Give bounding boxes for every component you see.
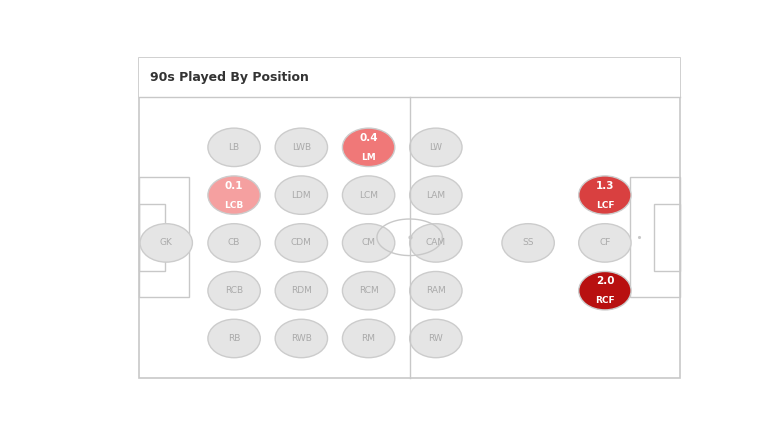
Text: RM: RM (362, 334, 376, 343)
Text: 90s Played By Position: 90s Played By Position (150, 71, 309, 84)
Text: CF: CF (599, 238, 611, 248)
Text: 1.3: 1.3 (596, 181, 614, 191)
Ellipse shape (140, 224, 193, 262)
Bar (139, 178, 190, 297)
Text: RWB: RWB (291, 334, 312, 343)
Ellipse shape (343, 224, 395, 262)
Text: RDM: RDM (291, 286, 312, 295)
Text: CB: CB (228, 238, 240, 248)
Text: 0.1: 0.1 (225, 181, 243, 191)
Text: RB: RB (228, 334, 240, 343)
Text: SS: SS (522, 238, 534, 248)
Ellipse shape (275, 224, 327, 262)
FancyBboxPatch shape (139, 58, 680, 378)
Ellipse shape (275, 319, 327, 358)
Ellipse shape (409, 224, 462, 262)
Ellipse shape (409, 319, 462, 358)
Bar (139, 58, 680, 97)
Ellipse shape (208, 224, 260, 262)
Ellipse shape (343, 176, 395, 214)
Ellipse shape (275, 271, 327, 310)
Ellipse shape (409, 271, 462, 310)
Bar (654, 204, 680, 270)
Text: LAM: LAM (426, 191, 445, 200)
Text: CDM: CDM (291, 238, 312, 248)
Ellipse shape (208, 319, 260, 358)
Text: 0.4: 0.4 (359, 133, 378, 143)
Ellipse shape (275, 128, 327, 167)
Ellipse shape (579, 224, 631, 262)
Ellipse shape (409, 176, 462, 214)
Text: LDM: LDM (292, 191, 311, 200)
Ellipse shape (502, 224, 554, 262)
Text: LM: LM (361, 153, 376, 162)
Text: RCM: RCM (359, 286, 379, 295)
Ellipse shape (343, 319, 395, 358)
Text: RCB: RCB (225, 286, 243, 295)
Text: RCF: RCF (595, 296, 614, 305)
Text: CM: CM (362, 238, 376, 248)
Text: RW: RW (429, 334, 443, 343)
Bar (139, 204, 165, 270)
Ellipse shape (579, 271, 631, 310)
Text: LWB: LWB (292, 143, 311, 152)
Text: 2.0: 2.0 (596, 276, 614, 286)
Text: LCB: LCB (224, 200, 243, 210)
Ellipse shape (208, 176, 260, 214)
Bar (630, 178, 680, 297)
Ellipse shape (409, 128, 462, 167)
Text: LCF: LCF (596, 200, 614, 210)
Ellipse shape (343, 128, 395, 167)
Text: LB: LB (229, 143, 240, 152)
Ellipse shape (208, 271, 260, 310)
Text: CAM: CAM (425, 238, 446, 248)
Text: LCM: LCM (359, 191, 378, 200)
Ellipse shape (343, 271, 395, 310)
Ellipse shape (208, 128, 260, 167)
Text: RAM: RAM (426, 286, 445, 295)
Ellipse shape (275, 176, 327, 214)
Text: GK: GK (160, 238, 173, 248)
Text: LW: LW (429, 143, 442, 152)
Ellipse shape (579, 176, 631, 214)
